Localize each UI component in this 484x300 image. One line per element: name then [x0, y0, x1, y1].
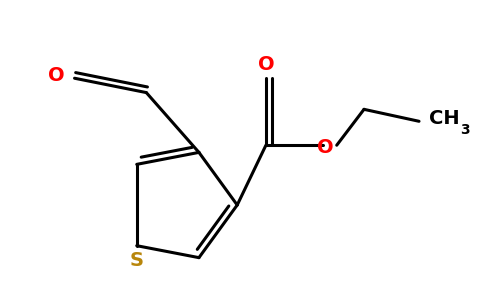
- Text: O: O: [257, 55, 274, 74]
- Text: 3: 3: [460, 123, 469, 137]
- Text: CH: CH: [429, 110, 459, 128]
- Text: O: O: [318, 138, 334, 157]
- Text: O: O: [48, 66, 65, 85]
- Text: S: S: [130, 251, 144, 271]
